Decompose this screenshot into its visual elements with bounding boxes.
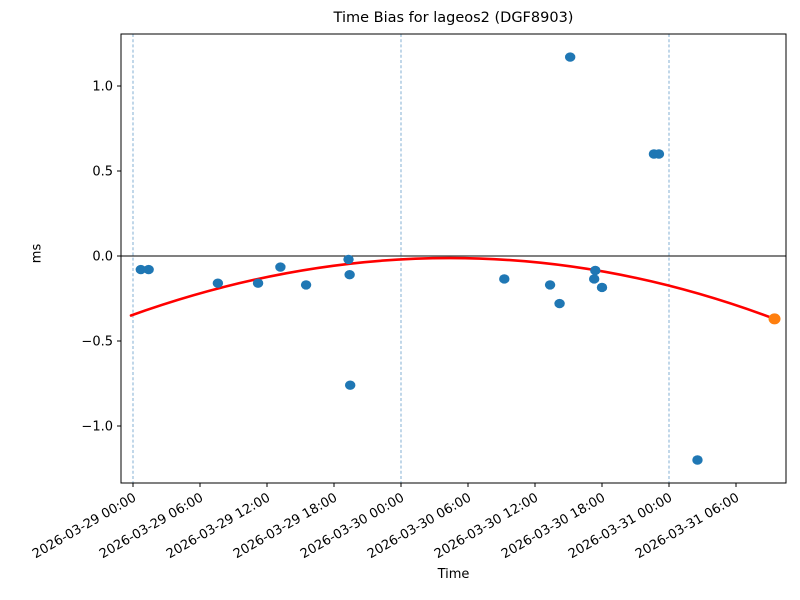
data-point — [564, 52, 576, 62]
plot-title: Time Bias for lageos2 (DGF8903) — [333, 10, 574, 26]
data-point — [344, 380, 356, 390]
data-point — [143, 264, 154, 275]
data-point — [544, 280, 556, 290]
y-axis-label: ms — [29, 243, 45, 264]
data-point — [343, 254, 354, 265]
data-point — [554, 298, 565, 309]
data-point — [212, 278, 224, 288]
latest-data-point — [768, 313, 781, 325]
data-point — [692, 455, 703, 465]
data-point — [588, 274, 600, 284]
data-point — [653, 149, 665, 159]
x-axis-label: Time — [437, 567, 470, 582]
data-point — [344, 270, 355, 280]
y-tick-label: −0.5 — [81, 335, 113, 350]
y-tick-label: 1.0 — [92, 80, 113, 95]
data-point — [596, 282, 608, 293]
data-point — [499, 274, 510, 284]
fit-curve — [129, 256, 776, 321]
data-point — [252, 278, 264, 288]
data-point — [275, 262, 286, 272]
data-point — [135, 264, 147, 275]
y-tick-label: −1.0 — [81, 420, 113, 435]
data-point — [300, 280, 312, 290]
y-tick-label: 0.5 — [92, 165, 113, 180]
y-tick-label: 0.0 — [92, 250, 113, 265]
axes-spines — [120, 33, 787, 484]
data-point — [590, 265, 601, 276]
